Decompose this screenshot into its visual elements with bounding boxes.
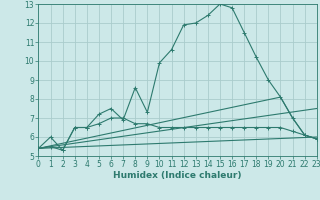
X-axis label: Humidex (Indice chaleur): Humidex (Indice chaleur) — [113, 171, 242, 180]
